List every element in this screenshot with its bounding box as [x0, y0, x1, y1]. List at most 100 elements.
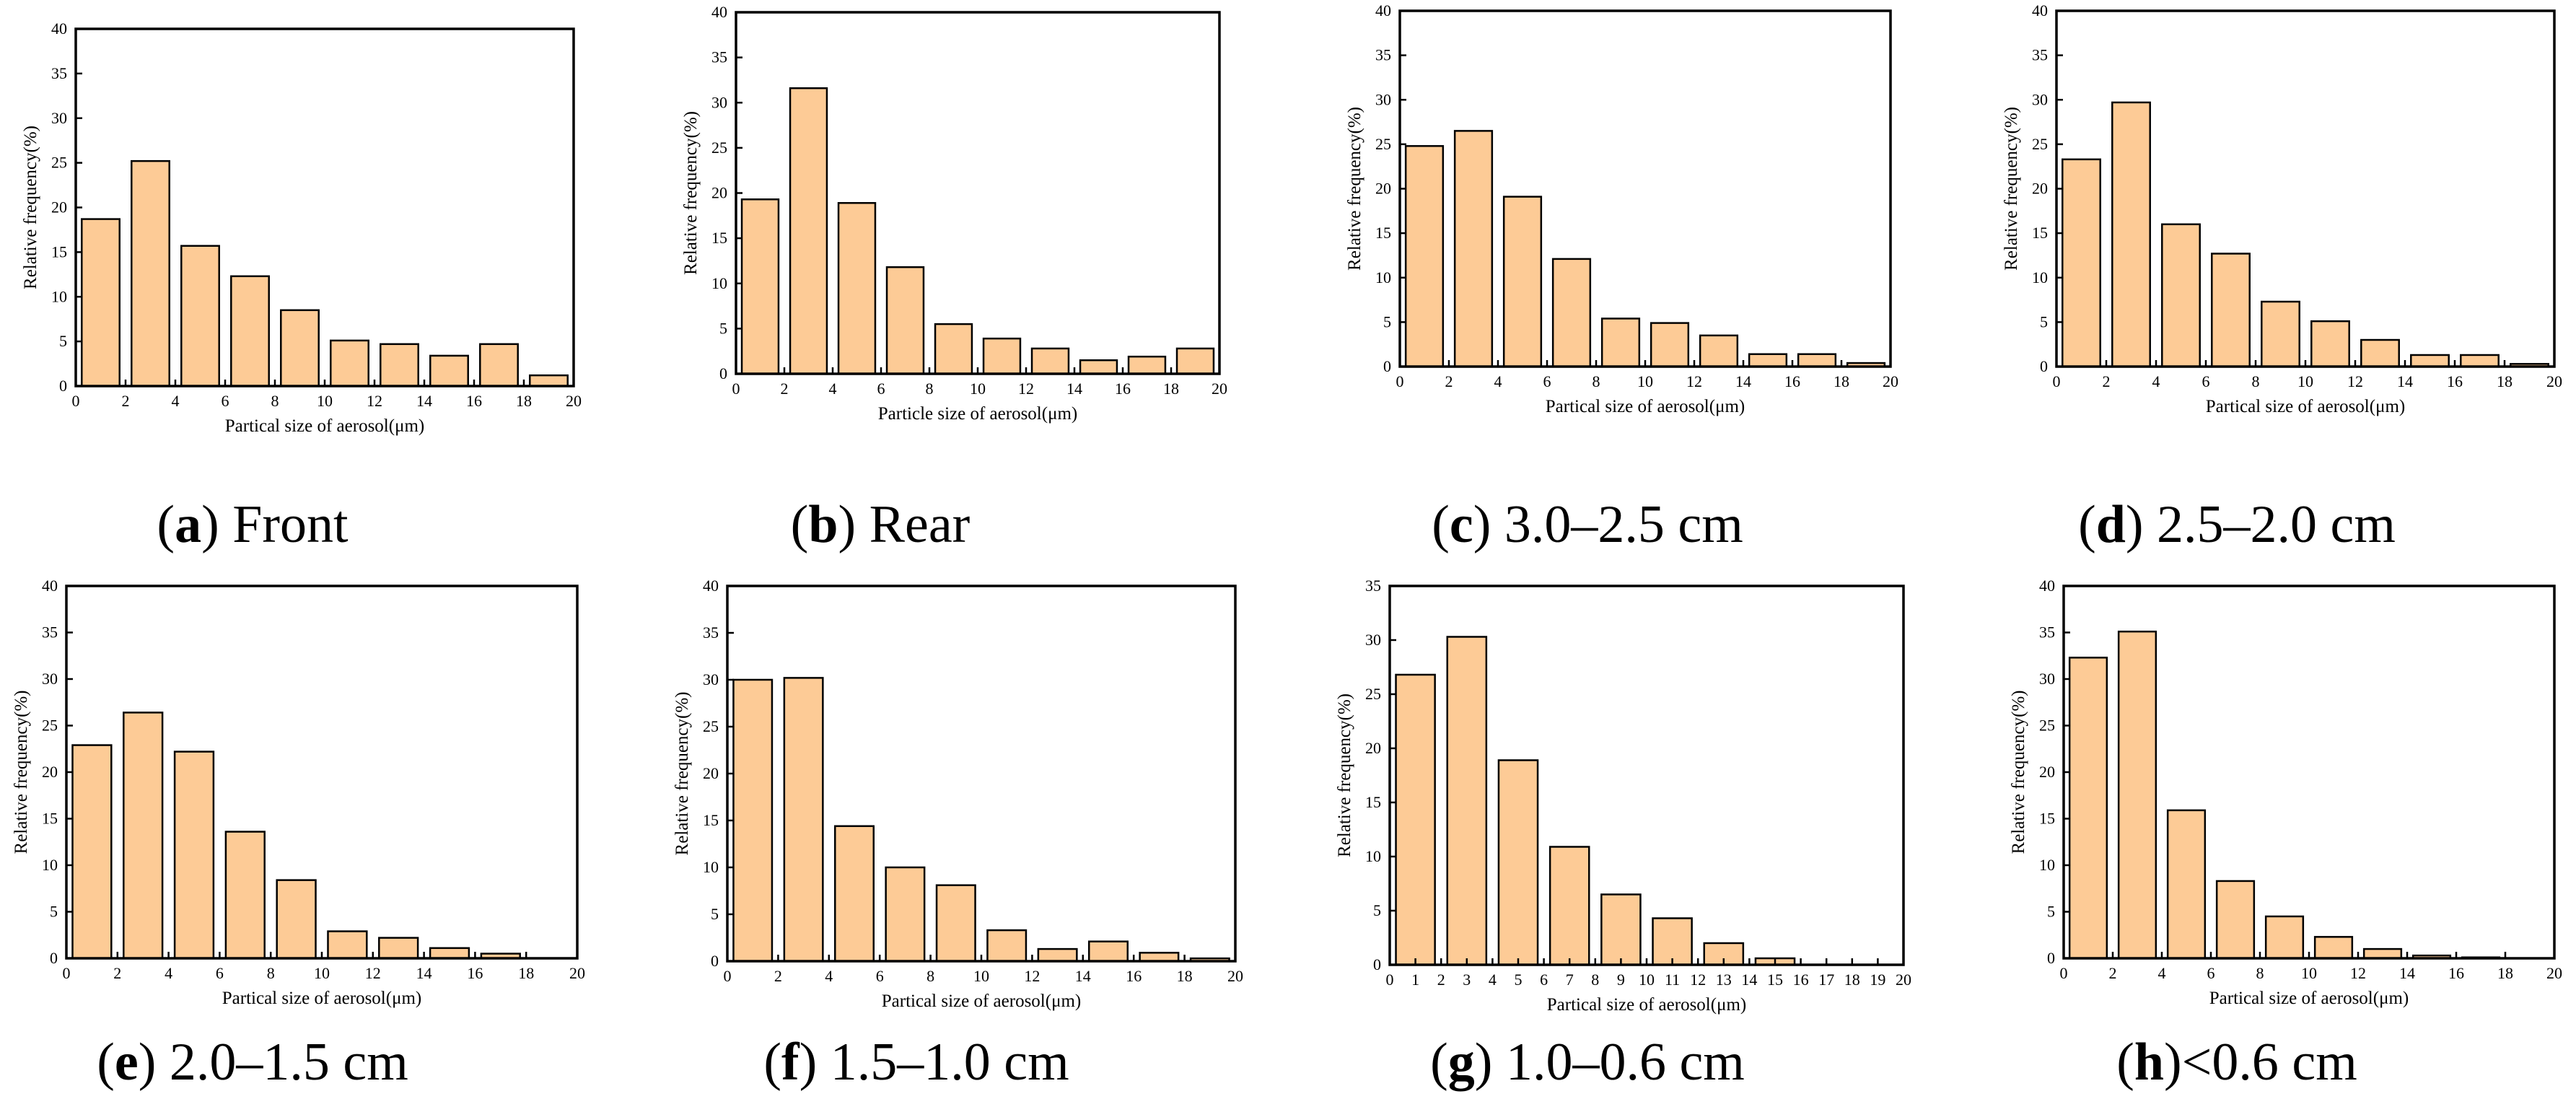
bar-c-12-14 — [1699, 334, 1739, 368]
xtick-label-g-4: 4 — [1489, 971, 1497, 989]
bar-a-4-6 — [180, 245, 220, 388]
xtick-label-e-18: 18 — [518, 964, 534, 982]
xtick-label-e-14: 14 — [416, 964, 432, 982]
bar-d-8-10 — [2261, 300, 2300, 368]
ytick-label-g-5: 5 — [1373, 901, 1381, 919]
xtick-label-a-2: 2 — [122, 392, 130, 410]
xtick-label-g-10: 10 — [1639, 971, 1655, 989]
xtick-label-g-13: 13 — [1716, 971, 1732, 989]
ytick-label-d-0: 0 — [2040, 357, 2048, 375]
xtick-label-e-6: 6 — [216, 964, 224, 982]
bar-d-14-16 — [2410, 354, 2450, 368]
bar-e-4-6 — [173, 750, 215, 960]
ytick-label-e-5: 5 — [50, 903, 58, 921]
ytick-label-d-10: 10 — [2032, 268, 2048, 286]
ytick-label-g-35: 35 — [1365, 577, 1381, 595]
caption-e: (e) 2.0–1.5 cm — [97, 1033, 408, 1092]
bar-c-4-6 — [1502, 196, 1543, 368]
caption-a-text: Front — [232, 495, 349, 554]
xtick-label-g-11: 11 — [1665, 971, 1680, 989]
bar-d-12-14 — [2360, 338, 2400, 368]
xlabel-d: Partical size of aerosol(μm) — [2206, 397, 2406, 416]
bar-f-0-2 — [732, 678, 774, 963]
ytick-label-d-30: 30 — [2032, 90, 2048, 108]
xtick-label-h-18: 18 — [2497, 964, 2513, 982]
xlabel-h: Partical size of aerosol(μm) — [2209, 989, 2409, 1008]
caption-c-letter: c — [1449, 495, 1473, 554]
xtick-label-g-20: 20 — [1896, 971, 1911, 989]
bar-d-2-4 — [2111, 101, 2151, 368]
ytick-label-c-25: 25 — [1375, 135, 1391, 153]
bar-a-18-20 — [529, 374, 569, 388]
bar-d-16-18 — [2460, 354, 2500, 368]
xtick-label-f-18: 18 — [1177, 967, 1193, 985]
chart-panel-d: 0 5 10 15 20 25 30 35 40 0 2 4 6 8 10 12 14 16 18 20 Partica… — [2002, 1, 2562, 416]
ytick-label-d-15: 15 — [2032, 224, 2048, 242]
bar-f-4-6 — [833, 825, 875, 963]
bar-a-8-10 — [280, 309, 320, 388]
xtick-label-g-9: 9 — [1617, 971, 1625, 989]
chart-panel-b: 0 5 10 15 20 25 30 35 40 0 2 4 6 8 10 12 14 16 18 20 Particl… — [681, 3, 1227, 424]
bar-f-16-18 — [1139, 952, 1180, 963]
xlabel-e: Partical size of aerosol(μm) — [222, 989, 422, 1008]
xtick-label-a-6: 6 — [222, 392, 229, 410]
xtick-label-e-8: 8 — [267, 964, 275, 982]
bar-b-4-6 — [837, 202, 877, 375]
ytick-label-f-20: 20 — [703, 764, 719, 782]
xtick-label-h-12: 12 — [2350, 964, 2366, 982]
chart-panel-f: 0 5 10 15 20 25 30 35 40 0 2 4 6 8 10 12 14 16 18 20 Partica… — [673, 577, 1243, 1011]
xtick-label-a-10: 10 — [317, 392, 333, 410]
xtick-label-e-12: 12 — [365, 964, 381, 982]
bar-e-8-10 — [276, 879, 317, 960]
xtick-label-b-4: 4 — [829, 380, 837, 398]
xtick-label-f-16: 16 — [1126, 967, 1142, 985]
bar-c-16-18 — [1797, 353, 1837, 368]
ytick-label-a-10: 10 — [51, 287, 67, 305]
ytick-label-c-15: 15 — [1375, 224, 1391, 242]
xlabel-g: Partical size of aerosol(μm) — [1547, 995, 1747, 1015]
ytick-label-b-10: 10 — [711, 274, 727, 292]
xtick-label-h-20: 20 — [2546, 964, 2562, 982]
bar-e-12-14 — [378, 937, 419, 960]
ylabel-f: Relative frequency(%) — [673, 692, 692, 856]
ytick-label-e-20: 20 — [42, 763, 58, 781]
xtick-label-a-0: 0 — [72, 392, 80, 410]
bar-b-16-18 — [1127, 355, 1167, 375]
bar-f-12-14 — [1037, 947, 1078, 963]
xtick-label-b-16: 16 — [1115, 380, 1131, 398]
ytick-label-b-40: 40 — [711, 3, 727, 21]
ytick-label-g-10: 10 — [1365, 847, 1381, 865]
xtick-label-c-8: 8 — [1593, 372, 1600, 390]
ytick-label-b-20: 20 — [711, 184, 727, 202]
xtick-label-a-4: 4 — [172, 392, 180, 410]
bar-f-8-10 — [935, 884, 976, 963]
xtick-label-a-12: 12 — [367, 392, 382, 410]
bar-f-6-8 — [885, 866, 926, 963]
ytick-label-a-25: 25 — [51, 154, 67, 172]
ytick-label-d-20: 20 — [2032, 180, 2048, 198]
xtick-label-g-7: 7 — [1566, 971, 1574, 989]
xtick-label-f-6: 6 — [876, 967, 884, 985]
ytick-label-a-20: 20 — [51, 198, 67, 216]
bar-d-6-8 — [2211, 253, 2251, 368]
xtick-label-b-14: 14 — [1066, 380, 1082, 398]
ylabel-d: Relative frequency(%) — [2002, 107, 2021, 271]
xtick-label-g-12: 12 — [1690, 971, 1706, 989]
ytick-label-e-35: 35 — [42, 623, 58, 642]
bar-g-0-2 — [1395, 673, 1436, 966]
xtick-label-d-14: 14 — [2397, 372, 2413, 390]
bar-g-8-10 — [1600, 893, 1642, 966]
caption-b: (b) Rear — [790, 495, 971, 554]
caption-d-letter: d — [2095, 495, 2126, 554]
xtick-label-g-0: 0 — [1386, 971, 1394, 989]
xtick-label-g-3: 3 — [1463, 971, 1471, 989]
xtick-label-h-16: 16 — [2448, 964, 2464, 982]
ytick-label-a-15: 15 — [51, 242, 67, 261]
xtick-label-h-0: 0 — [2060, 964, 2068, 982]
xtick-label-d-4: 4 — [2152, 372, 2160, 390]
xtick-label-b-6: 6 — [877, 380, 885, 398]
caption-h-letter: h — [2134, 1033, 2164, 1092]
xlabel-c: Partical size of aerosol(μm) — [1546, 397, 1745, 416]
ytick-label-e-30: 30 — [42, 670, 58, 688]
